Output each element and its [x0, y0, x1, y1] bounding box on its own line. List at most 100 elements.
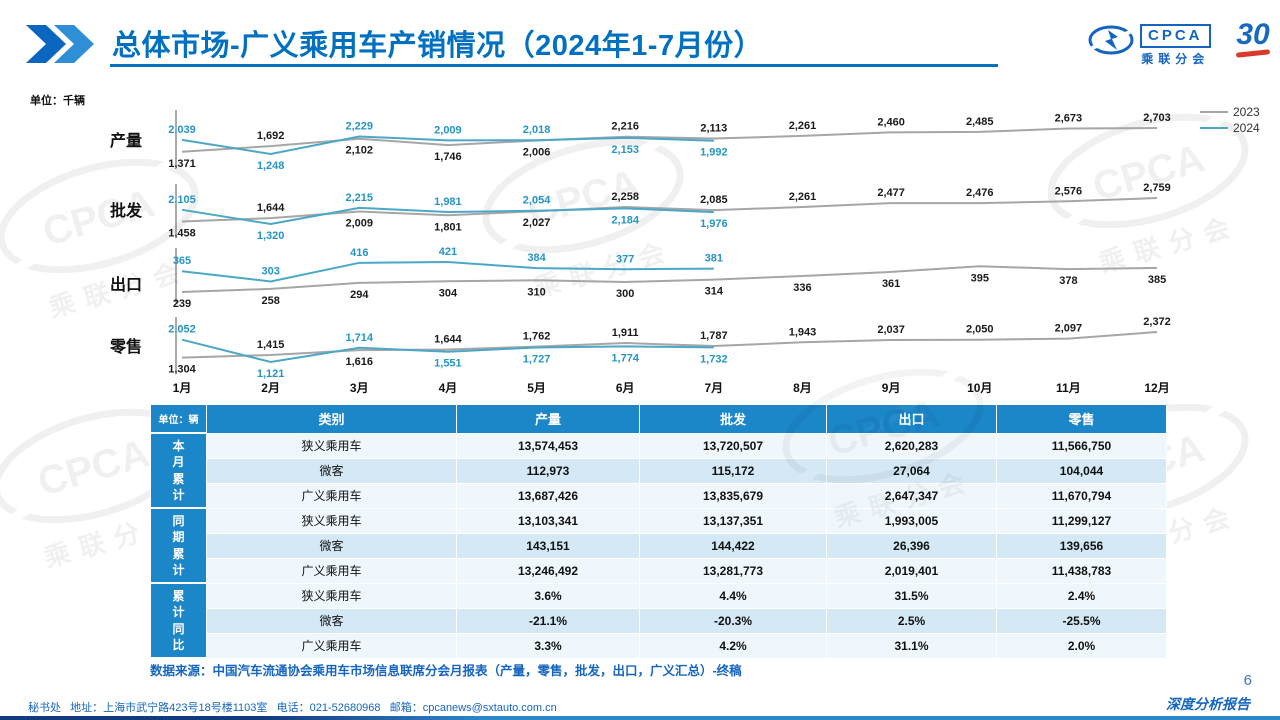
value-label-2023: 361 [882, 278, 900, 290]
month-label: 8月 [793, 381, 812, 395]
value-label-2024: 1,727 [523, 353, 551, 365]
column-header: 批发 [639, 404, 827, 434]
page-number: 6 [1243, 672, 1252, 689]
value-cell: 112,973 [456, 457, 640, 484]
value-label-2023: 2,759 [1143, 182, 1171, 194]
value-label-2023: 2,037 [877, 324, 905, 336]
value-label-2024: 1,121 [257, 368, 285, 380]
table-row: 累 计 同 比狭义乘用车 3.6% 4.4% 31.5% 2.4% [150, 582, 1167, 659]
table-row: 微客 -21.1% -20.3% 2.5% -25.5% [150, 607, 1167, 634]
value-label-2023: 1,746 [434, 151, 462, 163]
chart-row-label: 批发 [110, 201, 143, 220]
month-label: 4月 [439, 381, 458, 395]
value-cell: 115,172 [639, 457, 827, 484]
value-label-2024: 2,018 [523, 124, 551, 136]
value-cell: 2,647,347 [826, 482, 997, 509]
value-cell: 13,246,492 [456, 557, 640, 584]
chart-row-label: 出口 [110, 275, 142, 294]
value-label-2023: 314 [705, 286, 724, 298]
value-label-2023: 2,703 [1143, 112, 1171, 124]
value-label-2023: 395 [971, 272, 989, 284]
value-cell: 1,993,005 [826, 507, 997, 534]
value-label-2023: 1,787 [700, 330, 728, 342]
value-label-2023: 2,261 [789, 120, 817, 132]
anniversary-30-logo: 30 [1235, 18, 1271, 58]
value-label-2024: 1,992 [700, 147, 728, 159]
value-cell: 104,044 [996, 457, 1167, 484]
cpca-logo: CPCA 乘联分会 [1088, 24, 1211, 72]
column-header: 出口 [826, 404, 997, 434]
value-label-2024: 1,551 [434, 358, 462, 370]
series-2024-line [181, 260, 714, 283]
chart-row-label: 零售 [109, 337, 142, 356]
month-label: 1月 [173, 381, 192, 395]
value-cell: 3.3% [456, 632, 640, 659]
value-cell: 31.5% [826, 582, 997, 609]
value-label-2023: 385 [1148, 274, 1166, 286]
month-label: 6月 [616, 381, 635, 395]
cpca-ellipse-icon [1088, 25, 1134, 55]
value-label-2023: 1,911 [612, 327, 639, 339]
value-label-2024: 2,184 [611, 214, 639, 226]
value-cell: 26,396 [826, 532, 997, 559]
value-label-2023: 2,050 [966, 324, 994, 336]
footer-accent-bar [0, 716, 1280, 720]
value-label-2023: 1,616 [346, 356, 374, 368]
value-label-2023: 336 [793, 282, 811, 294]
table-unit-label: 单位：辆 [150, 404, 207, 434]
series-2023-line [181, 331, 1158, 359]
table-row: 微客 112,973 115,172 27,064 104,044 [150, 457, 1167, 484]
value-label-2023: 310 [527, 286, 545, 298]
value-label-2023: 294 [350, 289, 369, 301]
category-cell: 微客 [206, 532, 457, 559]
value-label-2023: 2,009 [346, 218, 374, 230]
chart-row-label: 产量 [110, 131, 142, 150]
table-row: 广义乘用车 13,687,426 13,835,679 2,647,347 11,670… [150, 482, 1167, 509]
value-label-2023: 1,943 [789, 326, 817, 338]
value-label-2023: 378 [1059, 275, 1077, 287]
value-label-2024: 381 [705, 253, 723, 265]
cpca-wordmark: CPCA [1140, 24, 1211, 48]
footer-contact-info: 秘书处 地址：上海市武宁路423号18号楼1103室 电话：021-526809… [28, 702, 557, 714]
row-group-label: 累 计 同 比 [150, 582, 207, 659]
value-cell: 31.1% [826, 632, 997, 659]
value-cell: 11,438,783 [996, 557, 1167, 584]
value-cell: 144,422 [639, 532, 827, 559]
value-cell: 13,687,426 [456, 482, 640, 509]
value-label-2023: 2,085 [700, 194, 728, 206]
value-cell: 13,574,453 [456, 432, 640, 459]
value-label-2023: 2,097 [1055, 323, 1083, 335]
value-label-2023: 1,415 [257, 339, 285, 351]
value-label-2023: 304 [439, 287, 458, 299]
value-label-2023: 2,258 [611, 191, 639, 203]
value-label-2023: 2,485 [966, 116, 994, 128]
month-label: 9月 [882, 381, 901, 395]
value-cell: -21.1% [456, 607, 640, 634]
value-label-2023: 2,576 [1055, 185, 1083, 197]
value-label-2024: 1,248 [257, 160, 285, 172]
value-cell: 2.5% [826, 607, 997, 634]
value-cell: 13,281,773 [639, 557, 827, 584]
title-chevron-icon [26, 25, 94, 63]
value-label-2023: 2,476 [966, 187, 994, 199]
month-label: 12月 [1144, 381, 1169, 395]
anniversary-number: 30 [1236, 18, 1270, 51]
column-header: 产量 [456, 404, 640, 434]
month-label: 2月 [261, 381, 280, 395]
value-cell: 11,566,750 [996, 432, 1167, 459]
value-cell: 4.4% [639, 582, 827, 609]
value-label-2024: 303 [261, 265, 279, 277]
value-label-2024: 416 [350, 247, 368, 259]
table-row: 广义乘用车 3.3% 4.2% 31.1% 2.0% [150, 632, 1167, 659]
value-cell: 13,835,679 [639, 482, 827, 509]
value-label-2023: 1,458 [168, 228, 196, 240]
value-label-2023: 2,216 [611, 121, 639, 133]
table-row: 微客 143,151 144,422 26,396 139,656 [150, 532, 1167, 559]
category-cell: 微客 [206, 607, 457, 634]
series-2024-line [181, 338, 714, 364]
month-label: 3月 [350, 381, 369, 395]
value-label-2023: 2,460 [877, 116, 905, 128]
value-label-2023: 1,371 [168, 158, 196, 170]
value-label-2023: 1,644 [257, 202, 285, 214]
value-label-2023: 239 [173, 298, 191, 310]
